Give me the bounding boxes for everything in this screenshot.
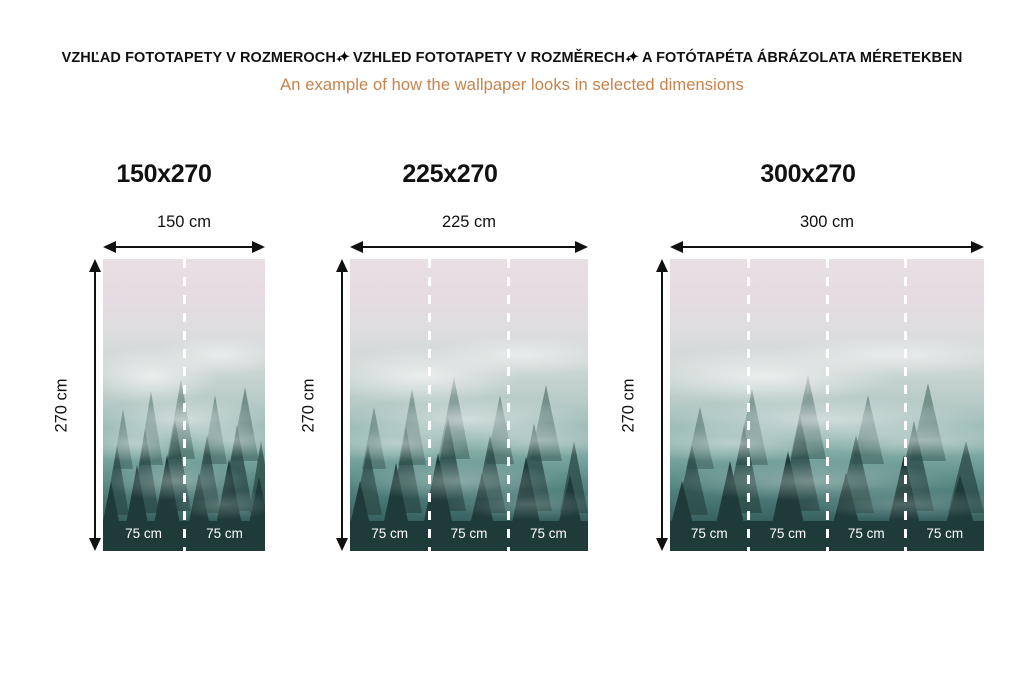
panel-title: 300x270: [760, 160, 856, 188]
height-label: 270 cm: [618, 259, 640, 551]
panel-split-line: [182, 259, 186, 551]
panel-title: 150x270: [116, 160, 212, 188]
panel-split-line: [825, 259, 829, 551]
height-label-text: 270 cm: [619, 377, 638, 433]
width-label: 225 cm: [441, 213, 497, 231]
sparkle-icon: ✦ ✦: [625, 48, 642, 68]
width-arrow-icon: [103, 240, 265, 254]
sparkle-icon: ✦ ✦: [336, 48, 353, 68]
width-measure: 300 cm: [670, 213, 984, 255]
sparkle-big-glyph: ✦: [627, 49, 639, 64]
height-label-text: 270 cm: [52, 377, 71, 433]
width-measure: 150 cm: [103, 213, 265, 255]
height-arrow-icon: [87, 259, 103, 551]
forest-artwork: [103, 259, 265, 551]
page-title: VZHĽAD FOTOTAPETY V ROZMEROCH ✦ ✦ VZHLED…: [0, 48, 1024, 68]
panel-split-line: [904, 259, 907, 551]
strip-label-row: 75 cm 75 cm: [103, 526, 265, 541]
strip-label: 75 cm: [769, 526, 807, 541]
panel-split-line: [747, 259, 750, 551]
height-label-text: 270 cm: [299, 377, 318, 433]
strip-label-row: 75 cm 75 cm 75 cm 75 cm: [670, 526, 984, 541]
strip-label: 75 cm: [450, 526, 488, 541]
size-panels-container: 150x270 150 cm 270 cm: [0, 160, 1024, 580]
width-arrow-icon: [670, 240, 984, 254]
title-segment-cz: VZHLED FOTOTAPETY V ROZMĚRECH: [352, 50, 625, 66]
strip-label: 75 cm: [529, 526, 567, 541]
height-measure: 270 cm: [618, 259, 670, 551]
page-subtitle: An example of how the wallpaper looks in…: [280, 76, 744, 94]
forest-artwork: [350, 259, 588, 551]
height-label: 270 cm: [51, 259, 73, 551]
sparkle-small-glyph: ✦: [624, 55, 632, 64]
strip-label: 75 cm: [371, 526, 409, 541]
strip-label: 75 cm: [690, 526, 728, 541]
strip-label: 75 cm: [125, 526, 162, 541]
sparkle-small-glyph: ✦: [335, 55, 343, 64]
width-label: 150 cm: [156, 213, 212, 231]
page-header: VZHĽAD FOTOTAPETY V ROZMEROCH ✦ ✦ VZHLED…: [0, 48, 1024, 95]
strip-label: 75 cm: [847, 526, 885, 541]
strip-label: 75 cm: [926, 526, 964, 541]
panel-title: 225x270: [402, 160, 498, 188]
title-segment-hu: A FOTÓTAPÉTA ÁBRÁZOLATA MÉRETEKBEN: [641, 50, 963, 66]
fog-layer: [350, 259, 588, 551]
width-label: 300 cm: [799, 213, 855, 231]
width-arrow-icon: [350, 240, 588, 254]
wallpaper-preview-image: 75 cm 75 cm 75 cm: [350, 259, 588, 551]
wallpaper-preview-image: 75 cm 75 cm 75 cm 75 cm: [670, 259, 984, 551]
panel-split-line: [427, 259, 431, 551]
panel-split-line: [507, 259, 511, 551]
title-segment-sk: VZHĽAD FOTOTAPETY V ROZMEROCH: [61, 50, 336, 66]
height-measure: 270 cm: [51, 259, 103, 551]
width-measure: 225 cm: [350, 213, 588, 255]
strip-label-row: 75 cm 75 cm 75 cm: [350, 526, 588, 541]
height-arrow-icon: [334, 259, 350, 551]
sparkle-big-glyph: ✦: [338, 49, 350, 64]
height-measure: 270 cm: [298, 259, 350, 551]
strip-label: 75 cm: [206, 526, 243, 541]
wallpaper-preview-image: 75 cm 75 cm: [103, 259, 265, 551]
height-arrow-icon: [654, 259, 670, 551]
height-label: 270 cm: [298, 259, 320, 551]
